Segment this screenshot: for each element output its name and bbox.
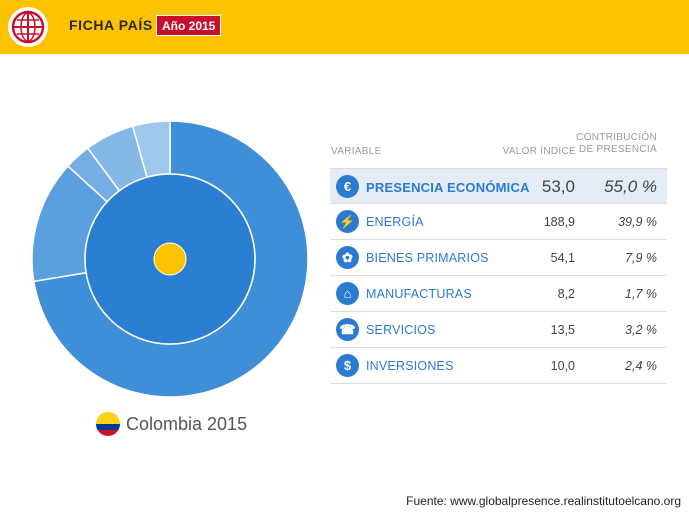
row-contribution: 55,0 % xyxy=(604,177,657,196)
row-contribution: 2,4 % xyxy=(625,359,657,373)
row-contribution: 1,7 % xyxy=(625,287,657,301)
header-bar: FICHA PAÍS Año 2015 xyxy=(0,0,689,54)
table-row[interactable]: € PRESENCIA ECONÓMICA 53,0 55,0 % xyxy=(330,168,667,204)
row-contribution: 3,2 % xyxy=(625,323,657,337)
header-contribution: CONTRIBUCIÓN DE PRESENCIA xyxy=(576,132,657,156)
country-label: Colombia 2015 xyxy=(126,413,248,434)
energy-tower-icon: ⚡ xyxy=(336,210,359,233)
investments-icon: $ xyxy=(336,354,359,377)
header-value: VALOR ÍNDICE xyxy=(502,146,576,157)
header-contribution-line2: DE PRESENCIA xyxy=(578,144,657,155)
row-label[interactable]: BIENES PRIMARIOS xyxy=(366,251,489,265)
page-title: FICHA PAÍS xyxy=(69,17,153,33)
donut-center-dot xyxy=(153,242,187,276)
source-credit: Fuente: www.globalpresence.realinstituto… xyxy=(406,494,681,508)
row-label[interactable]: SERVICIOS xyxy=(366,323,436,337)
table-header: VARIABLE VALOR ÍNDICE CONTRIBUCIÓN DE PR… xyxy=(330,130,667,168)
header-contribution-line1: CONTRIBUCIÓN xyxy=(576,132,657,143)
table-row[interactable]: ⌂ MANUFACTURAS 8,2 1,7 % xyxy=(330,276,667,312)
row-contribution: 7,9 % xyxy=(625,251,657,265)
row-contribution: 39,9 % xyxy=(618,215,657,229)
presence-donut-chart xyxy=(31,120,309,398)
services-icon: ☎ xyxy=(336,318,359,341)
row-label[interactable]: INVERSIONES xyxy=(366,359,454,373)
wheat-icon: ✿ xyxy=(336,246,359,269)
row-value: 188,9 xyxy=(543,215,575,229)
variables-table: VARIABLE VALOR ÍNDICE CONTRIBUCIÓN DE PR… xyxy=(330,130,667,384)
table-row[interactable]: $ INVERSIONES 10,0 2,4 % xyxy=(330,348,667,384)
row-value: 10,0 xyxy=(550,359,575,373)
row-value: 53,0 xyxy=(541,177,575,196)
table-row[interactable]: ⚡ ENERGÍA 188,9 39,9 % xyxy=(330,204,667,240)
row-value: 8,2 xyxy=(557,287,575,301)
row-label[interactable]: ENERGÍA xyxy=(366,215,424,229)
year-badge: Año 2015 xyxy=(156,15,222,36)
euro-icon: € xyxy=(336,175,359,198)
table-row[interactable]: ☎ SERVICIOS 13,5 3,2 % xyxy=(330,312,667,348)
country-legend: Colombia 2015 xyxy=(96,412,247,436)
row-value: 54,1 xyxy=(550,251,575,265)
row-label[interactable]: MANUFACTURAS xyxy=(366,287,472,301)
factory-icon: ⌂ xyxy=(336,282,359,305)
header-variable: VARIABLE xyxy=(331,146,382,157)
table-row[interactable]: ✿ BIENES PRIMARIOS 54,1 7,9 % xyxy=(330,240,667,276)
row-value: 13,5 xyxy=(550,323,575,337)
row-label[interactable]: PRESENCIA ECONÓMICA xyxy=(366,180,530,195)
colombia-flag-icon xyxy=(96,412,120,436)
globe-grid-icon[interactable] xyxy=(8,7,48,47)
